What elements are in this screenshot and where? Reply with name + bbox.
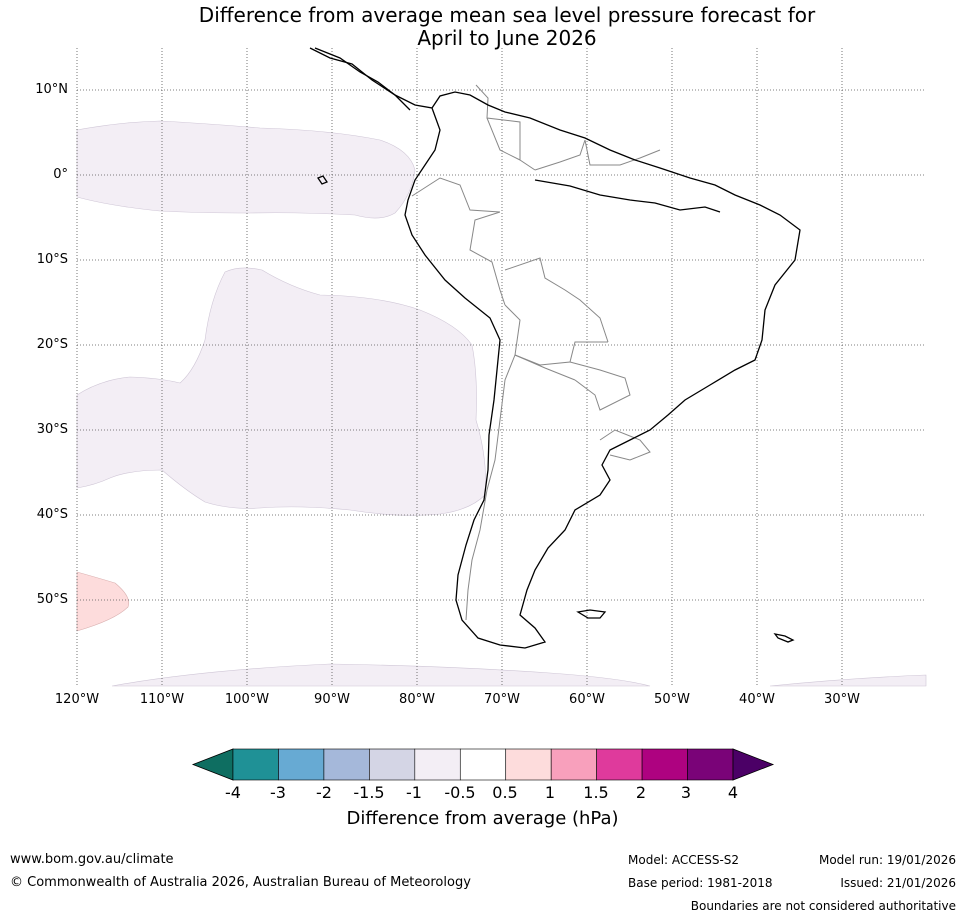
border-venezuela-brazil <box>534 139 586 171</box>
lat-label-30s: 30°S <box>36 422 68 437</box>
coastline-south-georgia <box>773 633 795 643</box>
anomaly-region-equatorial-pacific <box>76 120 416 219</box>
footer-issued: Issued: 21/01/2026 <box>840 876 956 890</box>
border-uruguay <box>599 429 651 461</box>
lon-label-90w: 90°W <box>314 692 350 707</box>
coastlines <box>309 47 801 649</box>
colorbar-swatch <box>459 748 507 781</box>
footer-copyright: © Commonwealth of Australia 2026, Austra… <box>10 875 471 890</box>
border-argentina-chile <box>465 354 516 621</box>
colorbar-swatch <box>641 748 688 781</box>
lon-label-40w: 40°W <box>739 692 775 707</box>
colorbar-tick-label: -2 <box>316 783 332 802</box>
footer-disclaimer: Boundaries are not considered authoritat… <box>690 899 956 913</box>
lat-label-0: 0° <box>53 167 68 182</box>
footer-model-run: Model run: 19/01/2026 <box>818 853 956 867</box>
colorbar-tick-label: 3 <box>680 783 692 802</box>
coastline-falklands <box>576 609 607 619</box>
colorbar-title: Difference from average (hPa) <box>346 808 619 829</box>
lon-label-120w: 120°W <box>54 692 100 707</box>
border-guianas <box>584 139 661 166</box>
coastline-central-america <box>314 47 411 111</box>
anomaly-region-south-pacific <box>76 267 486 516</box>
colorbar-swatch <box>687 748 734 781</box>
lat-label-10n: 10°N <box>35 82 68 97</box>
colorbar-tick-label: -1 <box>406 783 422 802</box>
colorbar-swatch <box>596 748 643 781</box>
colorbar-swatch <box>414 748 461 781</box>
colorbar-swatch <box>505 748 552 781</box>
colorbar-tick-label: 2 <box>635 783 647 802</box>
colorbar-swatch <box>369 748 416 781</box>
lon-label-80w: 80°W <box>399 692 435 707</box>
colorbar-tick-label: -4 <box>225 783 241 802</box>
colorbar-tick-label: 4 <box>727 783 739 802</box>
anomaly-region-south-atlantic <box>769 674 927 687</box>
colorbar-swatch <box>323 748 370 781</box>
lon-label-100w: 100°W <box>224 692 270 707</box>
lat-label-20s: 20°S <box>36 337 68 352</box>
colorbar-tick-label: 1 <box>544 783 556 802</box>
colorbar-swatch <box>550 748 597 781</box>
footer-model: Model: ACCESS-S2 <box>628 853 740 867</box>
colorbar-under-arrow <box>191 748 234 781</box>
border-paraguay <box>569 361 631 411</box>
lat-label-50s: 50°S <box>36 592 68 607</box>
title-line-1: Difference from average mean sea level p… <box>198 3 816 27</box>
anomaly-region-southern-ocean <box>111 663 651 687</box>
lon-label-60w: 60°W <box>569 692 605 707</box>
colorbar-tick-label: 0.5 <box>492 783 518 802</box>
colorbar <box>191 748 775 781</box>
country-borders <box>411 84 661 621</box>
border-colombia-brazil-peru <box>469 117 521 306</box>
anomaly-regions <box>76 120 927 687</box>
footer-base-period: Base period: 1981-2018 <box>628 876 773 890</box>
coastline-amazon-delta <box>534 179 721 213</box>
title-line-2: April to June 2026 <box>417 26 597 50</box>
colorbar-over-arrow <box>732 748 775 781</box>
colorbar-tick-label: -1.5 <box>353 783 385 802</box>
border-peru-brazil <box>504 257 609 343</box>
colorbar-swatch <box>278 748 325 781</box>
border-argentina-bolivia <box>514 354 576 381</box>
border-bolivia <box>504 304 608 366</box>
lon-label-30w: 30°W <box>824 692 860 707</box>
lon-label-70w: 70°W <box>484 692 520 707</box>
colorbar-tick-label: 1.5 <box>583 783 609 802</box>
colorbar-swatch <box>232 748 279 781</box>
lat-label-10s: 10°S <box>36 252 68 267</box>
colorbar-tick-label: -3 <box>270 783 286 802</box>
map-title: Difference from average mean sea level p… <box>0 4 965 50</box>
lat-label-40s: 40°S <box>36 507 68 522</box>
border-colombia-venezuela <box>475 84 536 171</box>
anomaly-region-positive <box>76 571 129 632</box>
colorbar-tick-label: -0.5 <box>444 783 476 802</box>
lon-label-110w: 110°W <box>139 692 185 707</box>
lon-label-50w: 50°W <box>654 692 690 707</box>
footer-url[interactable]: www.bom.gov.au/climate <box>10 852 174 867</box>
coastline-south-america <box>309 47 801 649</box>
coastline-galapagos <box>317 175 328 185</box>
border-colombia-ecuador <box>411 177 501 213</box>
